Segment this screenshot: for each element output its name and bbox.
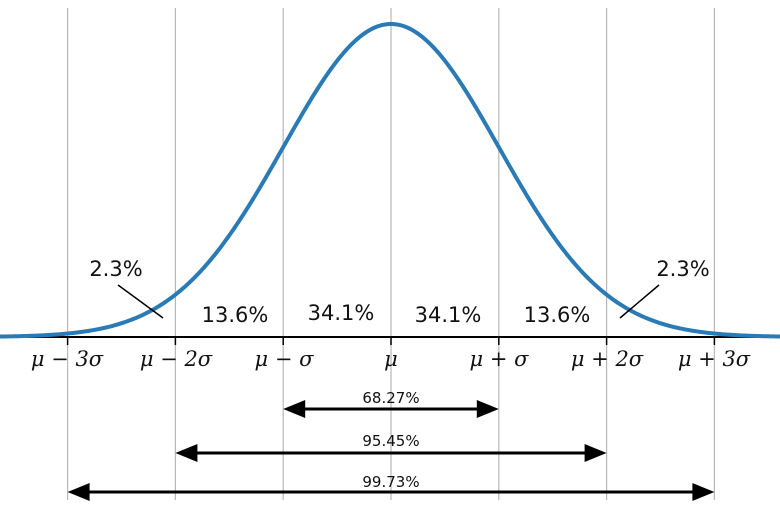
tail-leader-left <box>117 284 164 319</box>
axis-label: μ + σ <box>470 347 530 371</box>
axis-ticks <box>66 337 716 345</box>
axis-label: μ <box>384 347 398 371</box>
range-arrow <box>283 400 499 418</box>
range-label: 95.45% <box>362 432 419 450</box>
tail-label-right: 2.3% <box>656 257 709 281</box>
segment-label: 34.1% <box>415 303 482 327</box>
axis-label: μ − 2σ <box>140 347 213 371</box>
sigma-gridlines <box>66 8 716 500</box>
axis-label: μ − σ <box>255 347 315 371</box>
tail-label-left: 2.3% <box>89 257 142 281</box>
segment-label: 13.6% <box>202 303 269 327</box>
axis-label: μ + 3σ <box>678 347 751 371</box>
segment-label: 34.1% <box>308 301 375 325</box>
range-label: 68.27% <box>362 389 419 407</box>
bell-curve <box>0 22 780 339</box>
range-arrows <box>67 400 715 501</box>
range-arrow <box>67 483 715 501</box>
range-arrow <box>175 444 607 462</box>
tail-leader-right <box>619 284 660 319</box>
axis-label: μ − 3σ <box>31 347 104 371</box>
axis-label: μ + 2σ <box>571 347 644 371</box>
range-label: 99.73% <box>362 473 419 491</box>
segment-label: 13.6% <box>524 303 591 327</box>
